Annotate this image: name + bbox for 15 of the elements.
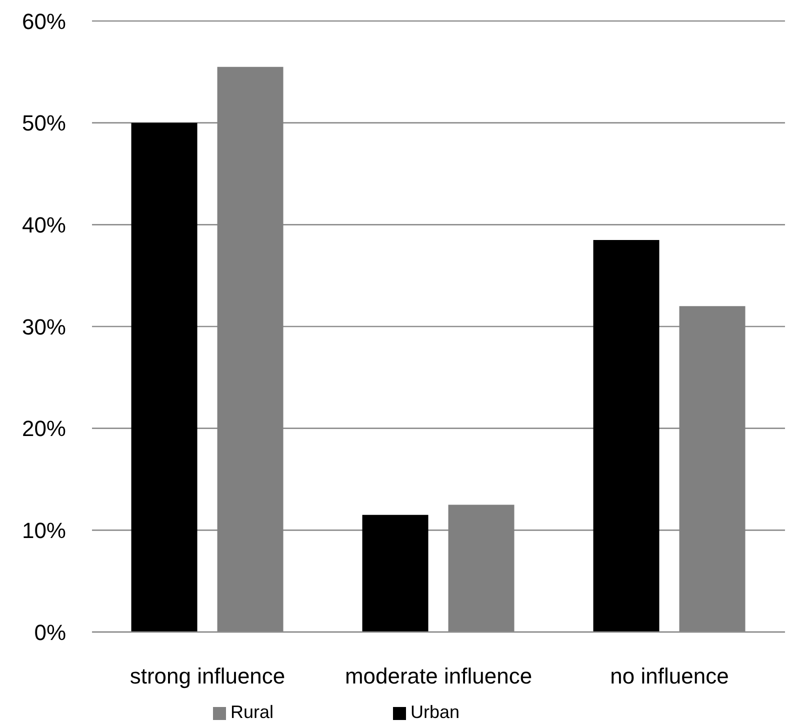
y-tick-label: 30% <box>22 314 66 340</box>
bar <box>131 122 198 632</box>
x-tick-label: moderate influence <box>344 664 532 689</box>
y-tick-label: 40% <box>22 212 66 238</box>
legend-label: Rural <box>230 702 274 722</box>
bar <box>593 240 660 632</box>
y-tick-label: 50% <box>22 110 66 136</box>
y-tick-label: 10% <box>22 518 66 543</box>
x-tick-label: no influence <box>610 664 729 689</box>
y-tick-label: 20% <box>22 416 66 442</box>
y-tick-label: 60% <box>22 8 66 34</box>
legend-label: Urban <box>410 702 460 722</box>
x-tick-label: strong influence <box>130 664 286 689</box>
bar <box>362 514 428 632</box>
y-tick-label: 0% <box>34 620 66 645</box>
